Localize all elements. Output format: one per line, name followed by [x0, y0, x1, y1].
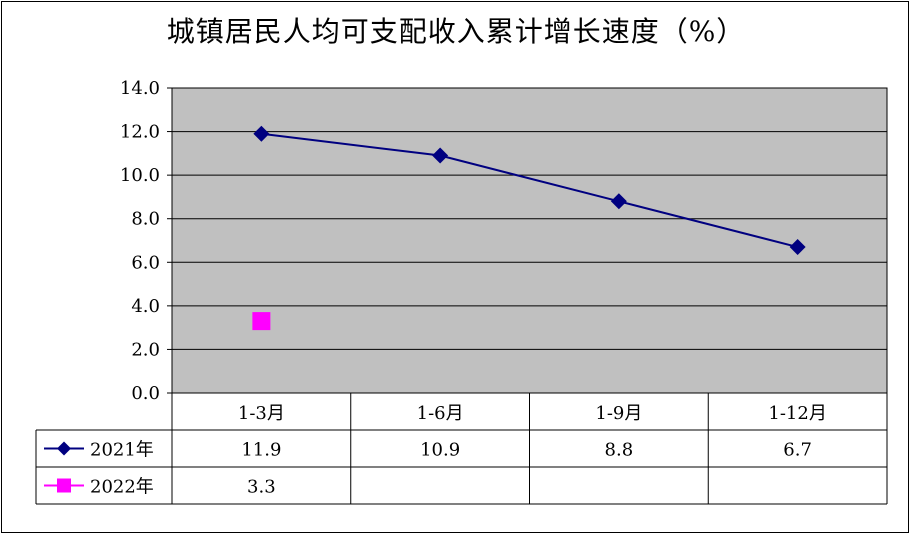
- y-tick-label: 4.0: [131, 296, 160, 317]
- table-value: 11.9: [241, 440, 281, 461]
- y-tick-label: 8.0: [131, 209, 160, 230]
- legend-key-diamond: [57, 441, 71, 456]
- legend-key-square: [57, 478, 71, 493]
- y-tick-label: 0.0: [131, 383, 160, 404]
- data-point: [252, 312, 271, 331]
- series-line: [261, 132, 798, 249]
- plot-area: [171, 87, 888, 394]
- y-tick-label: 12.0: [120, 122, 160, 143]
- legend-label: 2022年: [90, 477, 154, 498]
- table-value: 3.3: [247, 477, 276, 498]
- y-tick-label: 10.0: [120, 165, 160, 186]
- y-axis: 0.0 2.0 4.0 6.0 8.0 10.0 12.0 14.0: [120, 78, 173, 404]
- legend-label: 2021年: [90, 440, 154, 461]
- chart-title: 城镇居民人均可支配收入累计增长速度（%）: [166, 15, 746, 48]
- table-value: 10.9: [420, 440, 460, 461]
- x-tick-label: 1-3月: [238, 403, 285, 424]
- table-value: 8.8: [605, 440, 634, 461]
- data-point: [789, 239, 806, 256]
- x-tick-label: 1-9月: [595, 403, 642, 424]
- y-tick-label: 14.0: [120, 78, 160, 99]
- series-layer: [252, 125, 806, 331]
- data-point: [253, 125, 270, 142]
- x-tick-label: 1-12月: [768, 403, 826, 424]
- data-point: [432, 147, 449, 164]
- y-tick-label: 6.0: [131, 252, 160, 273]
- data-table: 1-3月 1-6月 1-9月 1-12月 2021年 11.9 10.9 8.8 6.7 2022…: [35, 392, 888, 505]
- y-tick-label: 2.0: [131, 339, 160, 360]
- table-value: 6.7: [783, 440, 812, 461]
- gridlines: [172, 131, 887, 350]
- x-tick-label: 1-6月: [417, 403, 464, 424]
- data-point: [610, 193, 627, 210]
